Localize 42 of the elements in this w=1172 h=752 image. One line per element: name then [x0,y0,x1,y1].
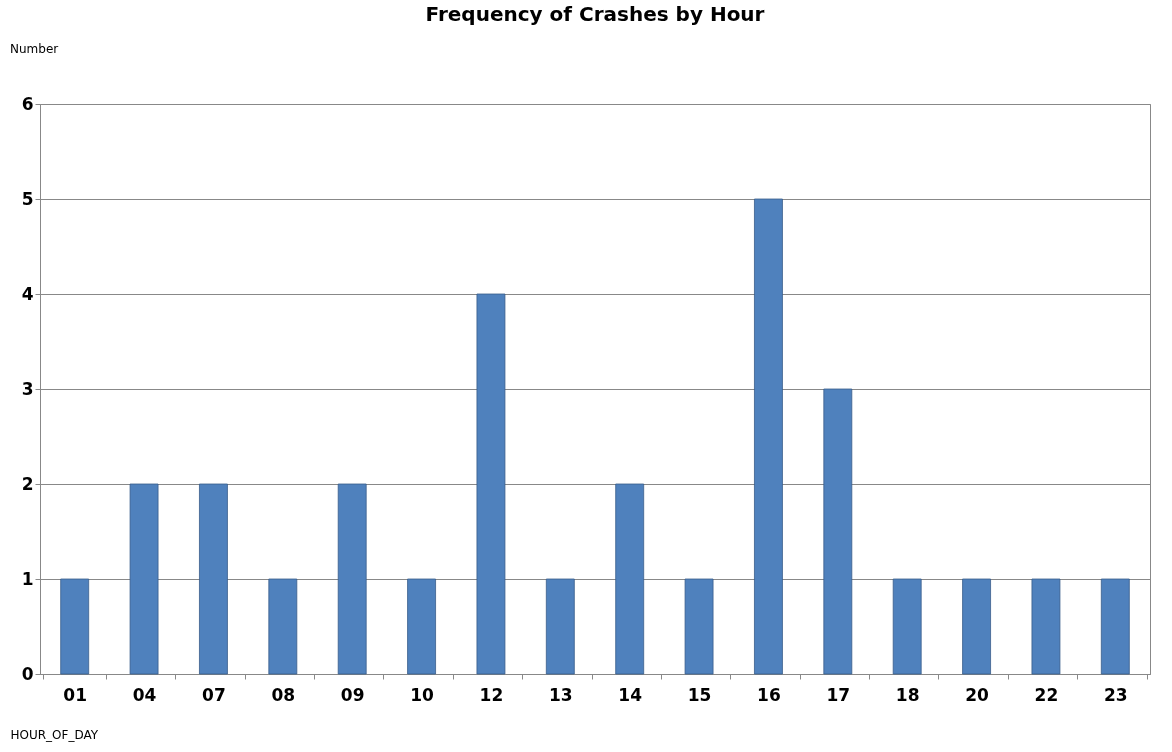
x-tick-label: 13 [548,684,573,705]
bar [823,388,853,675]
x-tick-label: 08 [271,684,296,705]
x-tick-label: 18 [895,684,920,705]
bar [60,578,90,675]
x-tick-label: 04 [132,684,157,705]
bar [615,483,645,675]
bar [962,578,991,675]
bar [1031,578,1061,675]
bar [1100,578,1130,675]
x-tick-label: 16 [757,684,781,705]
x-axis-title: HOUR_OF_DAY [10,727,99,742]
y-tick-label: 3 [21,378,34,399]
bar [268,578,298,675]
x-tick-label: 23 [1103,684,1128,705]
bar [337,483,367,675]
x-tick-label: 07 [202,684,226,705]
bar [129,483,159,675]
x-tick-label: 15 [687,684,712,705]
x-tick-label: 12 [479,684,504,705]
y-tick-label: 5 [21,188,34,209]
bar [684,578,714,675]
chart-title: Frequency of Crashes by Hour [425,2,765,26]
bar [545,578,575,675]
bar [754,198,783,675]
bar [199,483,228,675]
x-tick-label: 01 [63,684,88,705]
y-tick-label: 1 [21,568,34,589]
bar [407,578,436,675]
x-tick-label: 22 [1034,684,1059,705]
bar [892,578,922,675]
x-tick-label: 17 [826,684,851,705]
x-tick-label: 09 [340,684,365,705]
x-tick-label: 14 [618,684,643,705]
x-tick-label: 10 [410,684,435,705]
y-tick-label: 4 [21,283,34,304]
y-tick-label: 2 [21,473,34,494]
x-tick-label: 20 [965,684,990,705]
y-tick-label: 0 [21,663,34,684]
bar [476,293,506,675]
y-tick-label: 6 [21,93,34,114]
text: Number [10,42,59,56]
